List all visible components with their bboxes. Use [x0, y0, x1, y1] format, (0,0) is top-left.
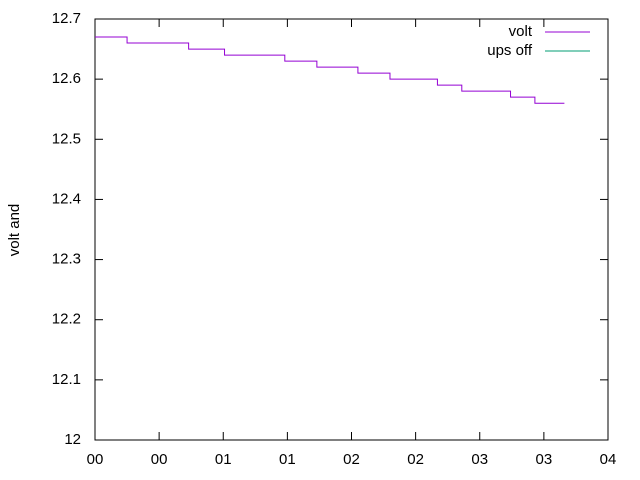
y-tick-label: 12.6 — [52, 70, 81, 87]
y-tick-label: 12.3 — [52, 251, 81, 268]
legend-label: volt — [509, 23, 533, 40]
x-tick-label: 02 — [343, 451, 360, 468]
y-tick-label: 12 — [64, 431, 81, 448]
y-tick-label: 12.5 — [52, 130, 81, 147]
y-tick-label: 12.4 — [52, 190, 81, 207]
x-tick-label: 00 — [87, 451, 104, 468]
y-tick-label: 12.2 — [52, 311, 81, 328]
legend-label: ups off — [487, 42, 533, 59]
data-line — [95, 36, 565, 104]
y-tick-label: 12.7 — [52, 10, 81, 27]
x-tick-label: 01 — [279, 451, 296, 468]
y-tick-label: 12.1 — [52, 371, 81, 388]
x-tick-label: 01 — [215, 451, 232, 468]
x-tick-label: 02 — [407, 451, 424, 468]
x-tick-label: 04 — [600, 451, 617, 468]
y-axis-label: volt and — [6, 204, 23, 257]
x-tick-label: 03 — [471, 451, 488, 468]
x-tick-label: 00 — [151, 451, 168, 468]
plot-border — [94, 18, 609, 441]
x-tick-label: 03 — [536, 451, 553, 468]
